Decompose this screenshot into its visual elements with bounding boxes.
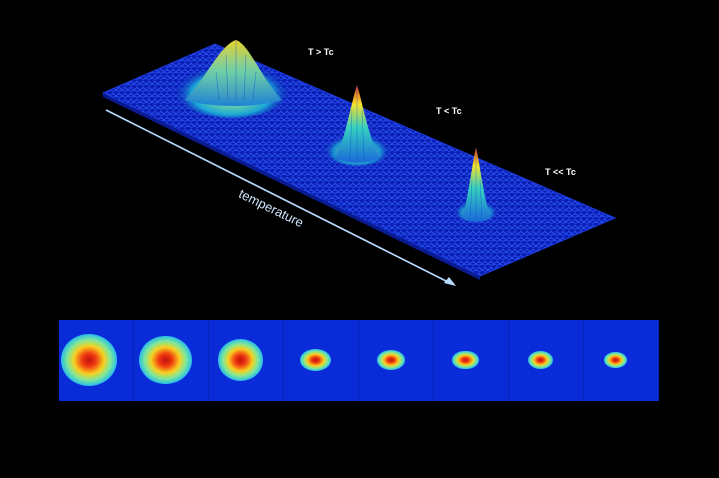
image-frame [209,320,284,401]
image-frame [584,320,659,401]
atom-cloud [138,335,193,385]
label-far-below-tc: T << Tc [545,167,576,177]
image-frame [359,320,434,401]
peak-3 [462,147,491,222]
peak-1 [185,40,282,106]
image-frame [509,320,584,401]
image-frame [59,320,134,401]
peak-2 [335,85,380,163]
atom-cloud [527,350,554,370]
image-frame [284,320,359,401]
atom-cloud [60,334,117,386]
atom-cloud [603,351,628,369]
image-frame [434,320,509,401]
atom-cloud [376,349,405,371]
surface-edge-front [103,93,480,280]
temperature-axis-arrow [444,277,456,286]
atom-cloud [452,350,479,370]
label-above-tc: T > Tc [308,47,334,57]
temperature-axis-line [105,109,451,284]
absorption-image-strip [59,320,659,401]
label-below-tc: T < Tc [436,106,462,116]
density-surface-plot [101,40,617,286]
atom-cloud [217,338,264,382]
atom-cloud [300,348,331,372]
image-frame [134,320,209,401]
